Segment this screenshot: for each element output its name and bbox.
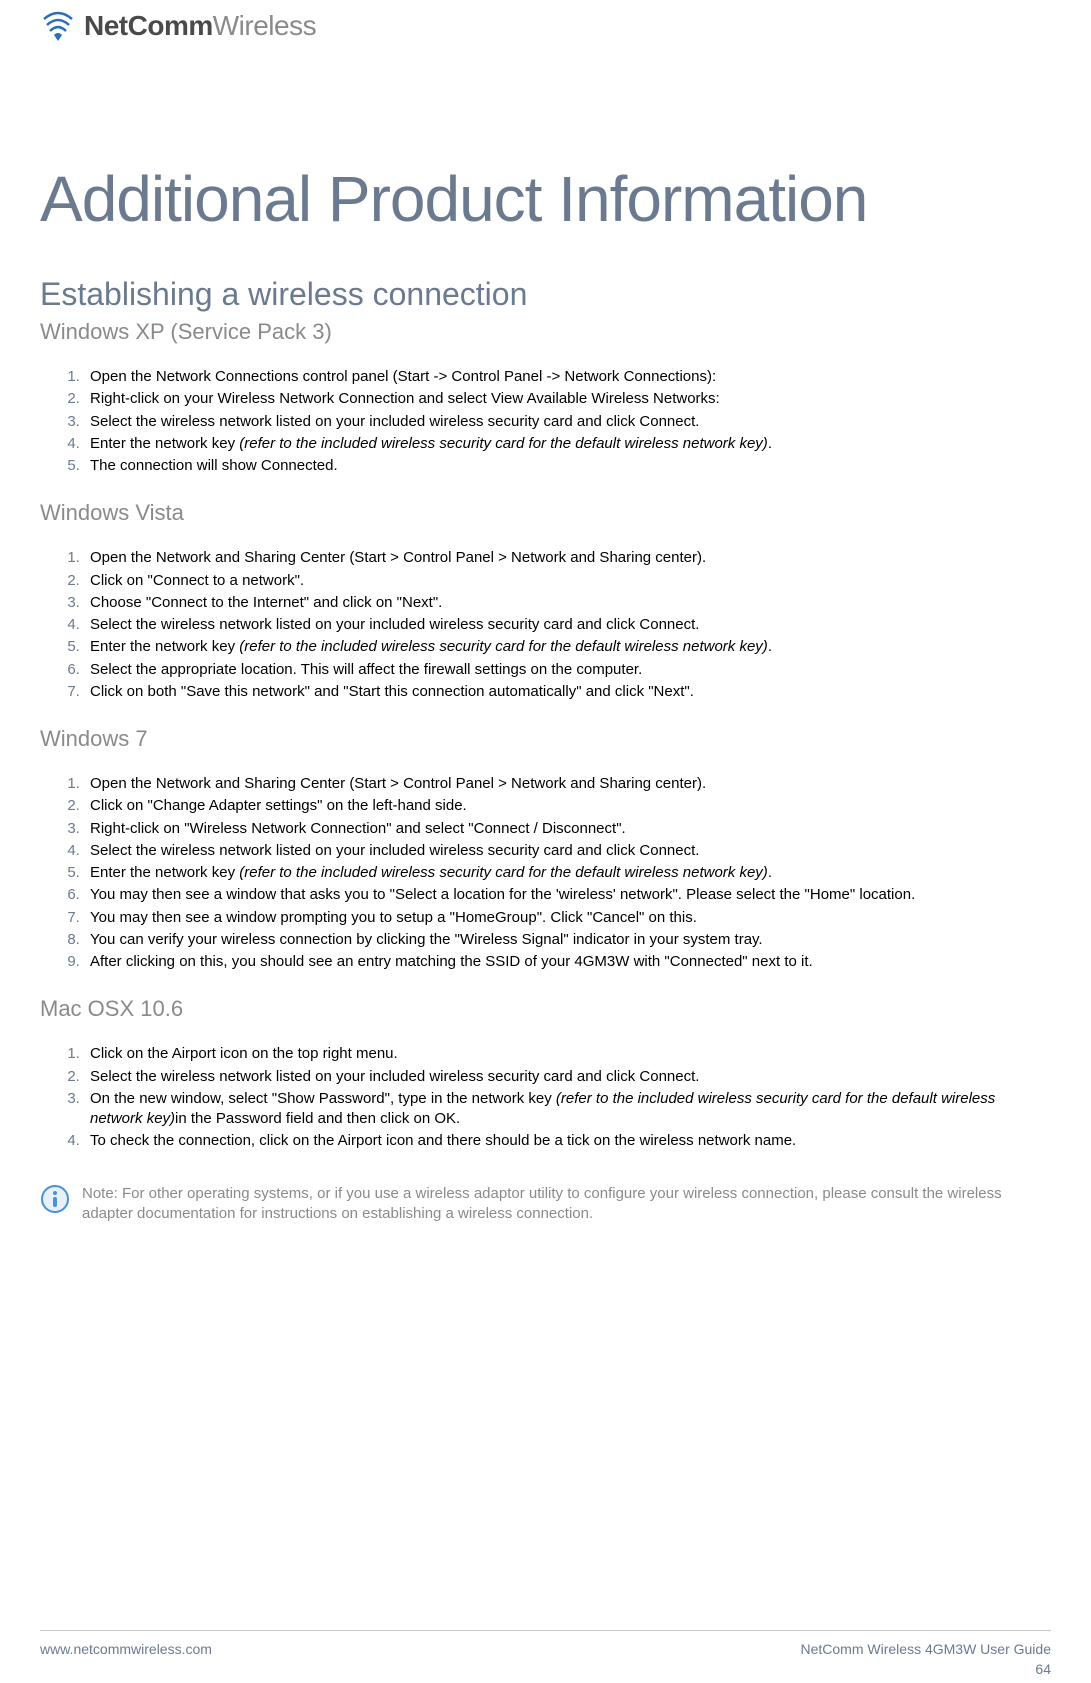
- subsection-mac-title: Mac OSX 10.6: [40, 996, 1051, 1022]
- subsection-vista-title: Windows Vista: [40, 500, 1051, 526]
- brand-header: NetCommWireless: [40, 10, 1051, 42]
- step-text: Enter the network key: [90, 638, 239, 655]
- win7-steps-list: Open the Network and Sharing Center (Sta…: [40, 774, 1051, 972]
- list-item: You may then see a window that asks you …: [84, 885, 1051, 905]
- list-item: Select the wireless network listed on yo…: [84, 615, 1051, 635]
- list-item: Right-click on "Wireless Network Connect…: [84, 819, 1051, 839]
- brand-bold-part: NetComm: [84, 10, 213, 41]
- list-item: Click on the Airport icon on the top rig…: [84, 1044, 1051, 1064]
- list-item: Enter the network key (refer to the incl…: [84, 434, 1051, 454]
- list-item: On the new window, select "Show Password…: [84, 1089, 1051, 1130]
- step-text: Enter the network key: [90, 435, 239, 452]
- step-text: On the new window, select "Show Password…: [90, 1090, 556, 1107]
- list-item: You may then see a window prompting you …: [84, 908, 1051, 928]
- list-item: The connection will show Connected.: [84, 456, 1051, 476]
- step-text: .: [768, 638, 772, 655]
- step-text: .: [768, 435, 772, 452]
- list-item: After clicking on this, you should see a…: [84, 952, 1051, 972]
- mac-steps-list: Click on the Airport icon on the top rig…: [40, 1044, 1051, 1151]
- note-text: Note: For other operating systems, or if…: [82, 1184, 1051, 1225]
- list-item: Select the wireless network listed on yo…: [84, 1067, 1051, 1087]
- footer-url: www.netcommwireless.com: [40, 1641, 212, 1657]
- step-text: Enter the network key: [90, 864, 239, 881]
- subsection-win7-title: Windows 7: [40, 726, 1051, 752]
- section-title: Establishing a wireless connection: [40, 276, 1051, 313]
- brand-name: NetCommWireless: [84, 10, 316, 42]
- step-italic: (refer to the included wireless security…: [239, 638, 768, 655]
- list-item: Enter the network key (refer to the incl…: [84, 863, 1051, 883]
- list-item: To check the connection, click on the Ai…: [84, 1131, 1051, 1151]
- page-footer: www.netcommwireless.com NetComm Wireless…: [40, 1630, 1051, 1657]
- list-item: Select the wireless network listed on yo…: [84, 841, 1051, 861]
- list-item: Click on "Change Adapter settings" on th…: [84, 796, 1051, 816]
- footer-guide: NetComm Wireless 4GM3W User Guide: [801, 1641, 1052, 1657]
- list-item: Right-click on your Wireless Network Con…: [84, 389, 1051, 409]
- netcomm-logo-icon: [40, 11, 76, 41]
- list-item: Select the appropriate location. This wi…: [84, 660, 1051, 680]
- page-number: 64: [1035, 1661, 1051, 1677]
- document-page: NetCommWireless Additional Product Infor…: [0, 0, 1091, 1683]
- list-item: Click on "Connect to a network".: [84, 571, 1051, 591]
- step-italic: (refer to the included wireless security…: [239, 435, 768, 452]
- page-title: Additional Product Information: [40, 162, 1051, 236]
- step-text: .: [768, 864, 772, 881]
- vista-steps-list: Open the Network and Sharing Center (Sta…: [40, 548, 1051, 702]
- list-item: Open the Network and Sharing Center (Sta…: [84, 548, 1051, 568]
- subsection-xp-title: Windows XP (Service Pack 3): [40, 319, 1051, 345]
- list-item: You can verify your wireless connection …: [84, 930, 1051, 950]
- xp-steps-list: Open the Network Connections control pan…: [40, 367, 1051, 476]
- list-item: Click on both "Save this network" and "S…: [84, 682, 1051, 702]
- note-block: Note: For other operating systems, or if…: [40, 1184, 1051, 1225]
- list-item: Open the Network and Sharing Center (Sta…: [84, 774, 1051, 794]
- step-italic: (refer to the included wireless security…: [239, 864, 768, 881]
- brand-light-part: Wireless: [213, 10, 316, 41]
- list-item: Enter the network key (refer to the incl…: [84, 637, 1051, 657]
- list-item: Select the wireless network listed on yo…: [84, 412, 1051, 432]
- list-item: Choose "Connect to the Internet" and cli…: [84, 593, 1051, 613]
- info-icon: [40, 1184, 70, 1214]
- list-item: Open the Network Connections control pan…: [84, 367, 1051, 387]
- step-text: in the Password field and then click on …: [175, 1110, 460, 1127]
